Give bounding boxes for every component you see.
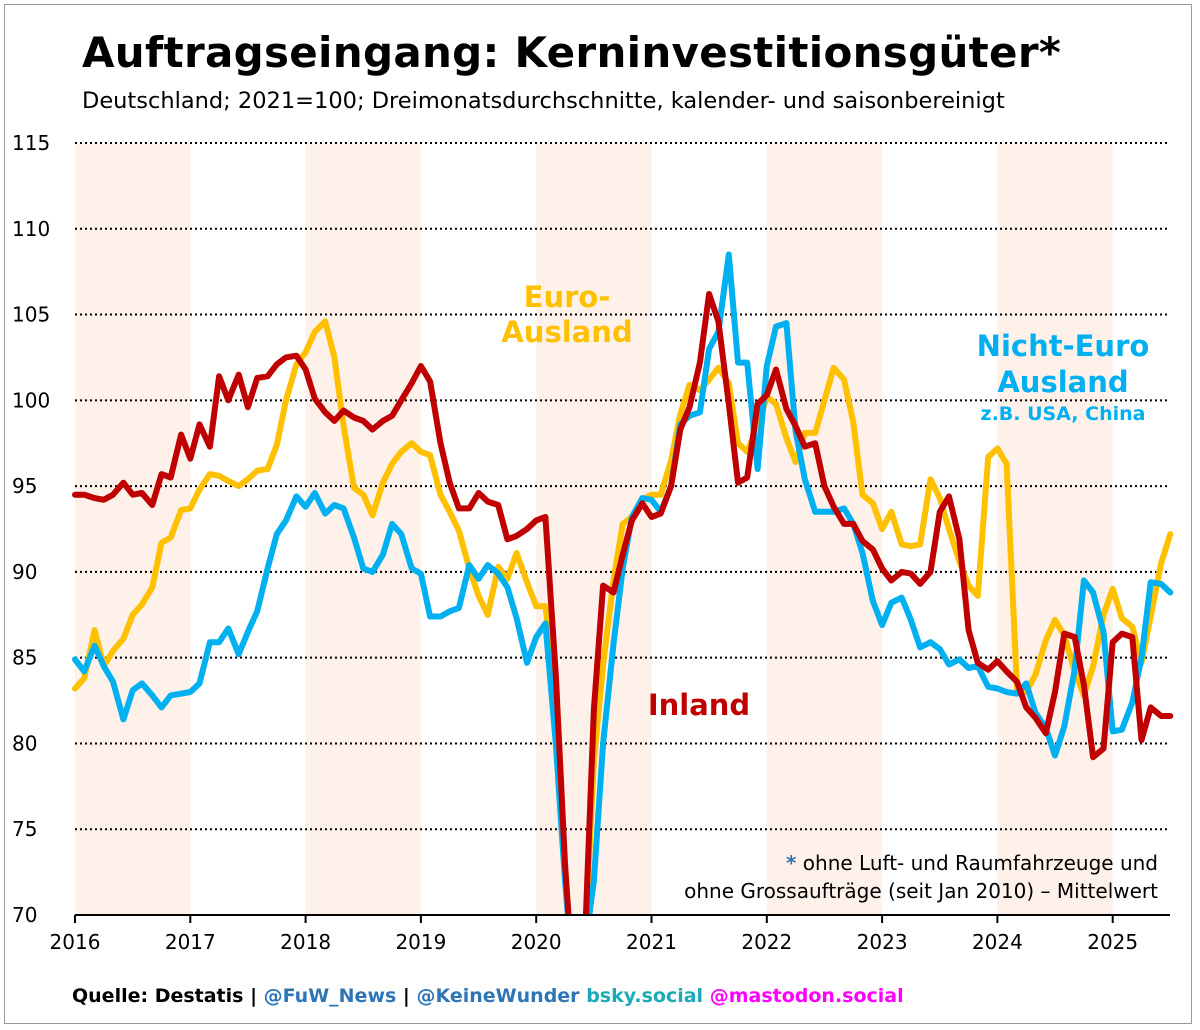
x-tick-label: 2020 <box>511 930 562 954</box>
y-tick-label: 85 <box>12 646 37 670</box>
y-tick-label: 115 <box>12 131 50 155</box>
euro-ausland-label-line2: Ausland <box>501 315 632 349</box>
y-tick-label: 110 <box>12 217 50 241</box>
annotations: Euro- Ausland Nicht-Euro Ausland z.B. US… <box>501 280 1149 722</box>
y-tick-label: 105 <box>12 303 50 327</box>
x-tick-label: 2022 <box>741 930 792 954</box>
y-tick-label: 80 <box>12 731 37 755</box>
series-lines <box>72 251 1174 915</box>
x-tick-label: 2017 <box>165 930 216 954</box>
footnote-line2: ohne Grossaufträge (seit Jan 2010) – Mit… <box>684 879 1158 903</box>
shade-2022 <box>766 143 883 915</box>
chart-subtitle: Deutschland; 2021=100; Dreimonatsdurchsc… <box>82 88 1005 114</box>
bsky-link[interactable]: bsky.social <box>586 985 704 1007</box>
footnote-star: * <box>786 851 797 875</box>
mastodon-link[interactable]: @mastodon.social <box>709 985 904 1007</box>
footer-space-2 <box>703 985 710 1007</box>
footer: Quelle: Destatis | @FuW_News | @KeineWun… <box>72 985 904 1007</box>
y-tick-label: 70 <box>12 903 37 927</box>
axes: 70 75 80 85 90 95 100 105 110 115 2016 2017 2018 2019… <box>12 131 1170 954</box>
fuw-news-link[interactable]: @FuW_News <box>263 985 397 1007</box>
nicht-euro-sublabel: z.B. USA, China <box>981 403 1146 425</box>
separator-2: | <box>396 985 417 1007</box>
y-tick-label: 75 <box>12 817 37 841</box>
footnote: * ohne Luft- und Raumfahrzeuge und ohne … <box>684 851 1158 903</box>
inland-label: Inland <box>648 688 750 722</box>
separator-1: | <box>243 985 264 1007</box>
euro-ausland-label-line1: Euro- <box>524 280 611 314</box>
keinewunder-link[interactable]: @KeineWunder <box>416 985 580 1007</box>
shade-2018 <box>305 143 421 915</box>
x-tick-label: 2023 <box>857 930 908 954</box>
y-tick-label: 100 <box>12 388 50 412</box>
x-tick-label: 2021 <box>626 930 677 954</box>
footnote-line1-text: ohne Luft- und Raumfahrzeuge und <box>796 851 1158 875</box>
series-line-nicht-euro-ausland <box>72 251 1174 915</box>
series-line-inland <box>72 291 1174 915</box>
x-tick-label: 2025 <box>1087 930 1138 954</box>
series-line-euro-ausland <box>72 318 1174 915</box>
nicht-euro-label-line2: Ausland <box>997 365 1128 399</box>
x-tick-label: 2018 <box>280 930 331 954</box>
chart-title: Auftragseingang: Kerninvestitionsgüter* <box>82 28 1062 77</box>
y-tick-label: 95 <box>12 474 37 498</box>
x-tick-label: 2016 <box>50 930 101 954</box>
x-tick-label: 2024 <box>972 930 1023 954</box>
footnote-line1: * ohne Luft- und Raumfahrzeuge und <box>786 851 1158 875</box>
x-tick-label: 2019 <box>395 930 446 954</box>
y-tick-label: 90 <box>12 560 37 584</box>
nicht-euro-label-line1: Nicht-Euro <box>977 329 1150 363</box>
source-label: Quelle: Destatis <box>72 985 244 1007</box>
shade-2024 <box>997 143 1113 915</box>
